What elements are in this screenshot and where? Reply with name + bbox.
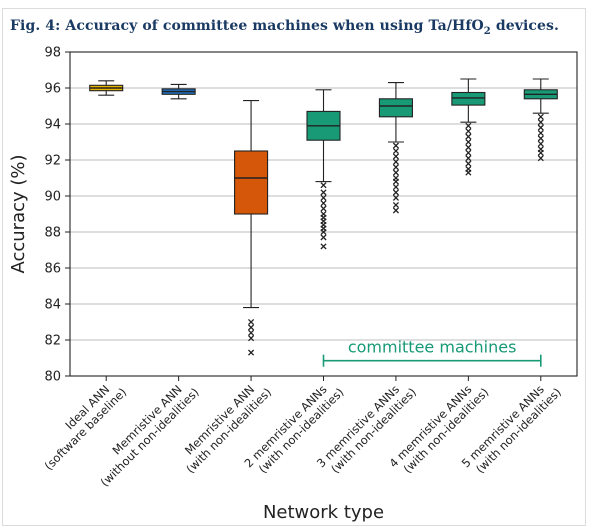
outlier-marker [465,160,472,167]
outlier-marker [465,122,472,129]
outlier-marker [537,119,544,126]
outlier-marker [320,234,327,241]
box-layer [89,78,558,356]
outlier-marker [392,189,399,196]
outlier-marker [248,335,255,342]
iqr-box [451,91,486,106]
annotation-layer: committee machines [322,338,542,367]
figure-frame [2,8,586,526]
x-category-label: Ideal ANN(software baseline) [32,375,130,473]
outlier-marker [320,205,327,212]
outlier-marker [537,124,544,131]
label-layer: 80 82 84 86 88 90 92 94 96 98 Ideal ANN(software b… [8,46,564,524]
y-tick-label: 94 [44,118,61,133]
outlier-marker [537,135,544,142]
outlier-marker [248,324,255,331]
y-tick-label: 90 [44,190,61,205]
axis-layer [65,51,578,381]
y-tick-label: 82 [44,334,61,349]
caption-prefix: Fig. 4: [10,18,61,34]
box-1 [89,80,124,96]
outlier-marker [392,178,399,185]
outlier-marker [465,128,472,135]
outlier-marker [537,140,544,147]
box-5 [378,82,413,214]
box-4 [306,89,341,250]
outlier-marker [537,155,544,162]
outlier-marker [465,144,472,151]
annotation-label: committee machines [348,338,517,357]
y-tick-label: 98 [44,46,61,61]
y-tick-label: 92 [44,154,61,169]
outlier-marker [392,164,399,171]
caption-suffix: devices. [490,18,559,34]
outlier-marker [465,138,472,146]
y-tick-label: 84 [44,298,61,313]
figure-caption: Fig. 4: Accuracy of committee machines w… [10,18,559,37]
box-2 [161,83,196,100]
outlier-marker [537,113,544,120]
x-axis-title: Network type [263,502,384,523]
iqr-box [378,98,413,118]
outlier-marker [320,194,327,201]
y-tick-label: 96 [44,82,61,97]
box-7 [523,78,558,162]
iqr-box [234,150,269,215]
caption-subscript: 2 [483,25,491,37]
outlier-marker [465,149,472,156]
y-tick-label: 86 [44,262,61,277]
outlier-marker [248,349,255,356]
y-tick-label: 88 [44,226,61,241]
outlier-marker [320,189,327,196]
outlier-marker [320,243,327,250]
outlier-marker [392,158,399,165]
outlier-marker [392,142,399,149]
outlier-marker [392,201,399,209]
y-tick-label: 80 [44,370,61,385]
box-6 [451,78,486,176]
outlier-marker [392,153,399,160]
outlier-marker [465,133,472,140]
outlier-marker [392,194,399,201]
y-axis-title: Accuracy (%) [8,154,29,273]
outlier-marker [392,207,399,214]
outlier-marker [248,318,255,326]
outlier-marker [537,129,544,137]
box-3 [234,100,269,356]
outlier-marker [320,200,327,207]
outlier-marker [320,228,327,236]
outlier-marker [465,155,472,162]
outlier-marker [248,329,255,336]
caption-text: Accuracy of committee machines when usin… [65,18,484,34]
outlier-marker [465,169,472,176]
outlier-marker [537,149,544,156]
outlier-marker [392,147,399,155]
outlier-marker [392,169,399,176]
outlier-marker [392,183,399,191]
outlier-marker [320,182,327,189]
